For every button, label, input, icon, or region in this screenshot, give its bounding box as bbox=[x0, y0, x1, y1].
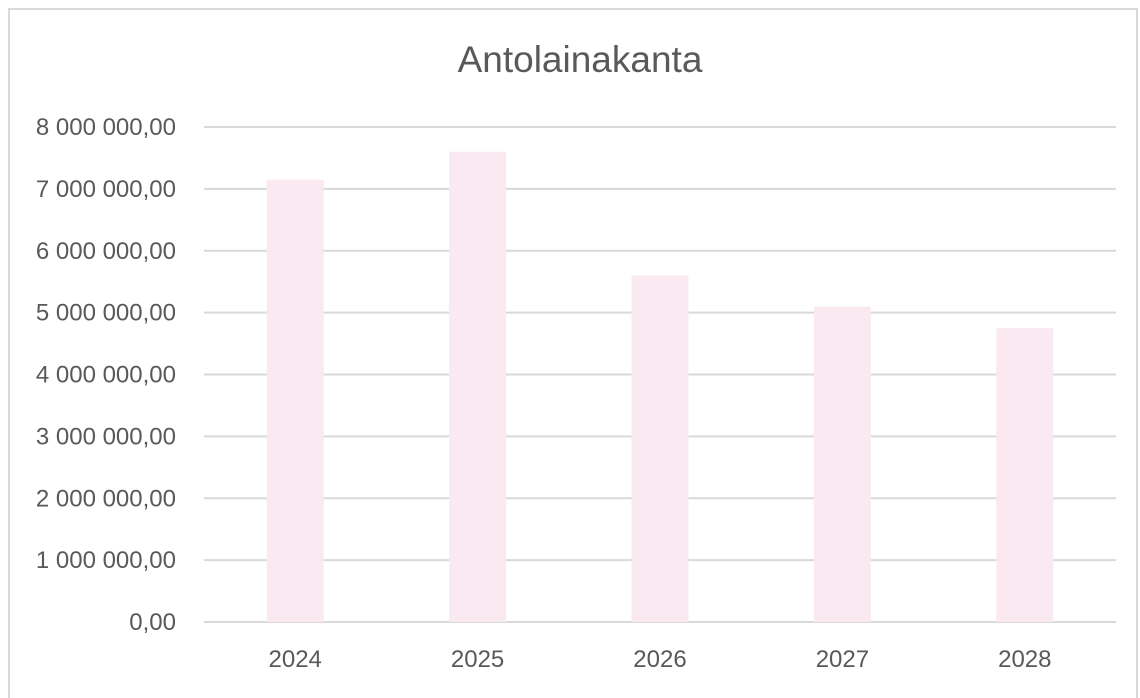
y-tick-label: 8 000 000,00 bbox=[36, 114, 176, 141]
y-tick-label: 4 000 000,00 bbox=[36, 362, 176, 389]
x-tick-label-2026: 2026 bbox=[633, 646, 686, 673]
y-tick-label: 6 000 000,00 bbox=[36, 238, 176, 265]
bar-2028 bbox=[996, 328, 1054, 622]
y-tick-label: 7 000 000,00 bbox=[36, 176, 176, 203]
bar-2025 bbox=[449, 151, 507, 622]
bar-2027 bbox=[813, 306, 871, 622]
chart-title: Antolainakanta bbox=[458, 39, 703, 80]
y-tick-label: 0,00 bbox=[129, 609, 176, 636]
y-tick-label: 1 000 000,00 bbox=[36, 547, 176, 574]
x-axis-tick-labels: 2024 2025 2026 2027 2028 bbox=[269, 646, 1052, 673]
y-tick-label: 5 000 000,00 bbox=[36, 300, 176, 327]
x-tick-label-2024: 2024 bbox=[269, 646, 322, 673]
y-tick-label: 3 000 000,00 bbox=[36, 423, 176, 450]
y-axis-tick-labels: 0,00 1 000 000,00 2 000 000,00 3 000 000,00… bbox=[36, 114, 176, 636]
bars bbox=[266, 151, 1054, 622]
bar-2024 bbox=[266, 179, 324, 622]
chart-frame bbox=[8, 8, 1138, 698]
x-tick-label-2028: 2028 bbox=[998, 646, 1051, 673]
bar-2026 bbox=[631, 275, 689, 622]
x-tick-label-2027: 2027 bbox=[816, 646, 869, 673]
x-tick-label-2025: 2025 bbox=[451, 646, 504, 673]
y-tick-label: 2 000 000,00 bbox=[36, 485, 176, 512]
